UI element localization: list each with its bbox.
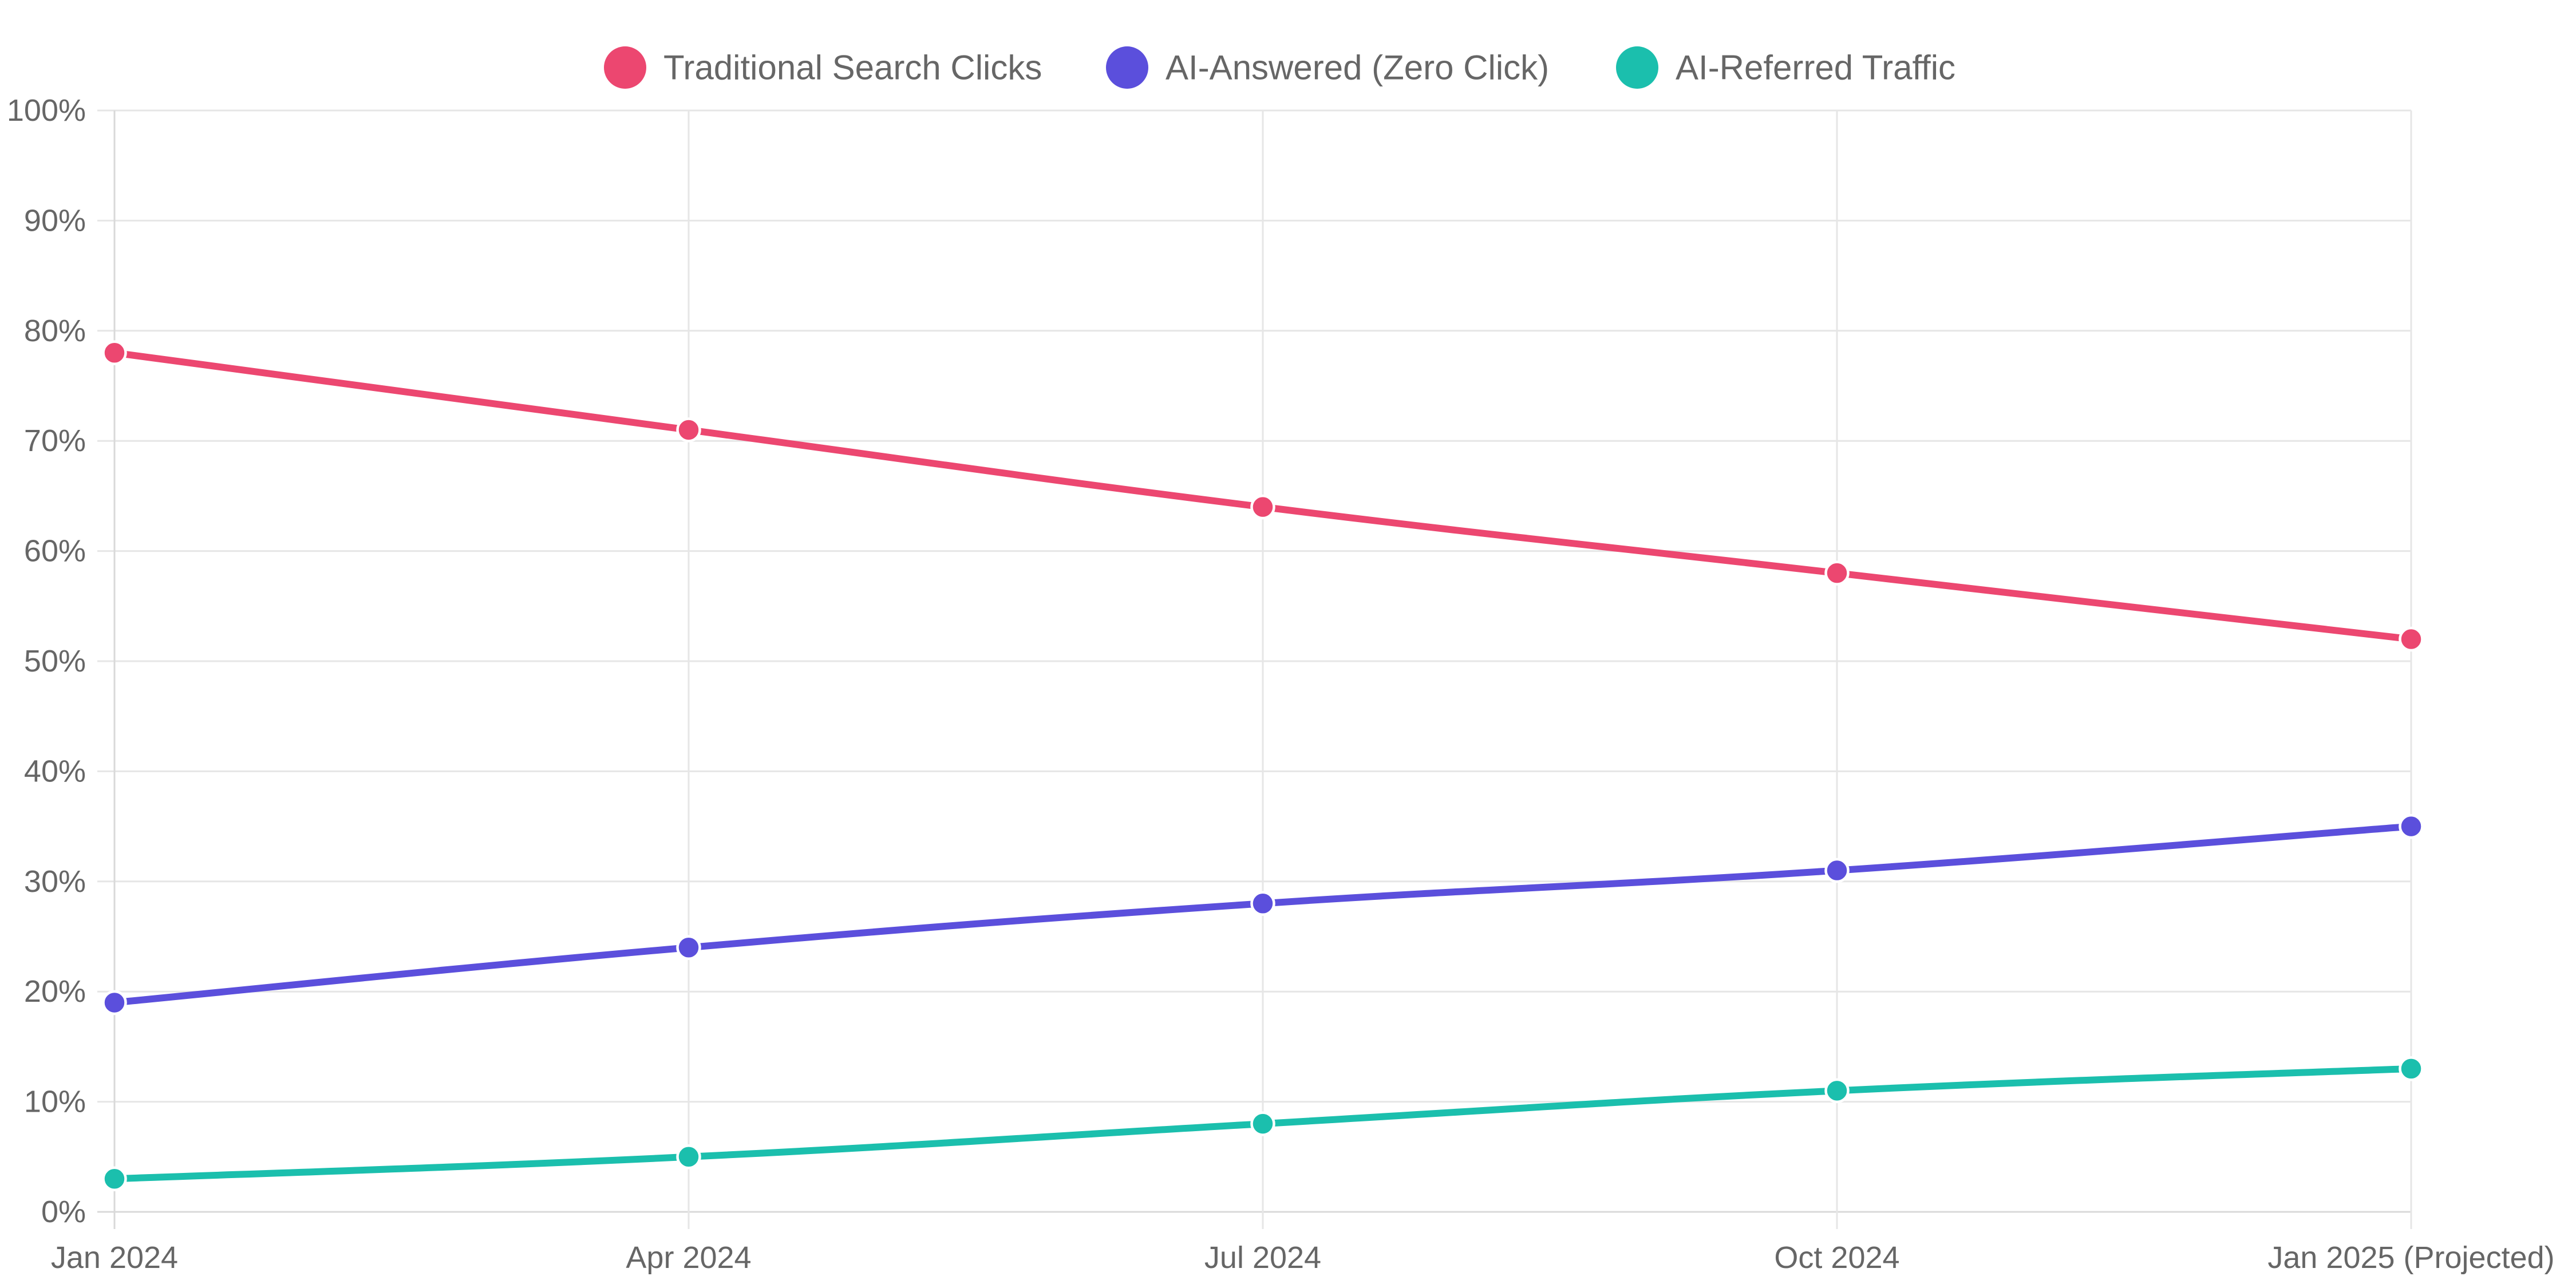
x-tick-label: Jan 2025 (Projected) — [2267, 1240, 2554, 1275]
y-tick-label: 70% — [24, 424, 86, 458]
grid — [97, 109, 2412, 1229]
legend-swatch — [1616, 46, 1658, 89]
legend: Traditional Search Clicks AI-Answered (Ze… — [604, 46, 1955, 89]
y-tick-label: 10% — [24, 1085, 86, 1119]
legend-label: AI-Referred Traffic — [1676, 49, 1955, 87]
y-tick-label: 20% — [24, 974, 86, 1009]
y-tick-label: 60% — [24, 534, 86, 568]
legend-swatch — [1106, 46, 1148, 89]
data-point — [1250, 891, 1275, 916]
data-point — [1824, 1078, 1850, 1104]
data-point — [1824, 858, 1850, 883]
data-point — [102, 990, 127, 1016]
data-point — [102, 1166, 127, 1192]
x-tick-label: Jan 2024 — [51, 1240, 178, 1275]
x-tick-label: Jul 2024 — [1204, 1240, 1321, 1275]
data-point — [676, 1144, 701, 1170]
y-tick-label: 80% — [24, 314, 86, 348]
x-tick-label: Oct 2024 — [1774, 1240, 1899, 1275]
data-point — [676, 417, 701, 442]
y-tick-label: 50% — [24, 644, 86, 678]
y-tick-label: 100% — [7, 93, 86, 128]
legend-swatch — [604, 46, 646, 89]
legend-label: Traditional Search Clicks — [663, 49, 1042, 87]
data-point — [1824, 560, 1850, 586]
data-point — [102, 340, 127, 366]
data-point — [1250, 1111, 1275, 1136]
y-tick-label: 30% — [24, 864, 86, 899]
data-point — [676, 935, 701, 960]
y-tick-label: 40% — [24, 754, 86, 788]
data-point — [2399, 626, 2424, 652]
y-tick-label: 0% — [41, 1195, 86, 1229]
data-point — [2399, 813, 2424, 839]
axes: 0% 10% 20% 30% 40% 50% 60% 70% 80% 90% 100% Jan 202… — [7, 93, 2555, 1275]
data-point — [1250, 494, 1275, 520]
y-tick-label: 90% — [24, 203, 86, 238]
series-layer — [102, 340, 2424, 1192]
legend-label: AI-Answered (Zero Click) — [1165, 49, 1549, 87]
data-point — [2399, 1056, 2424, 1081]
x-tick-label: Apr 2024 — [626, 1240, 751, 1275]
